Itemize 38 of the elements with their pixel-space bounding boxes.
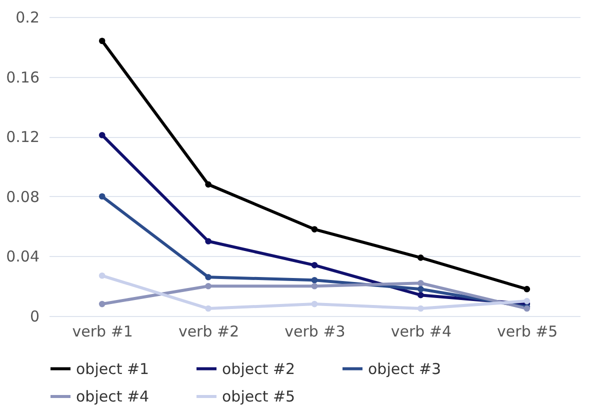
y-tick-label: 0.2: [16, 8, 40, 26]
x-tick-label: verb #4: [390, 322, 452, 340]
point: [524, 298, 530, 304]
point: [418, 292, 424, 298]
point: [418, 286, 424, 292]
y-tick-label: 0.12: [6, 128, 40, 146]
point: [98, 272, 106, 279]
point: [205, 181, 212, 188]
x-tick-label: verb #5: [497, 322, 558, 340]
point: [418, 280, 424, 286]
point: [311, 300, 318, 308]
point: [205, 282, 212, 290]
point: [524, 286, 530, 292]
point: [205, 238, 212, 244]
point: [98, 132, 106, 138]
y-tick-label: 0: [30, 308, 40, 326]
y-tick-label: 0.16: [6, 68, 40, 86]
x-tick-label: verb #2: [178, 322, 240, 340]
point: [311, 276, 318, 284]
x-tick-label: verb #3: [284, 322, 346, 340]
point: [98, 38, 106, 44]
point: [205, 305, 212, 312]
y-tick-label: 0.08: [6, 188, 40, 206]
y-tick-label: 0.04: [6, 248, 40, 266]
point: [311, 282, 318, 290]
legend-label: object #2: [222, 360, 296, 378]
point: [311, 226, 318, 232]
legend-label: object #1: [76, 360, 150, 378]
point: [98, 300, 106, 308]
point: [205, 274, 212, 280]
legend-label: object #4: [76, 388, 150, 406]
legend-label: object #5: [222, 388, 296, 406]
point: [98, 193, 106, 200]
point: [418, 305, 424, 312]
point: [418, 254, 424, 261]
point: [311, 262, 318, 268]
x-tick-label: verb #1: [72, 322, 133, 340]
legend-label: object #3: [368, 360, 442, 378]
